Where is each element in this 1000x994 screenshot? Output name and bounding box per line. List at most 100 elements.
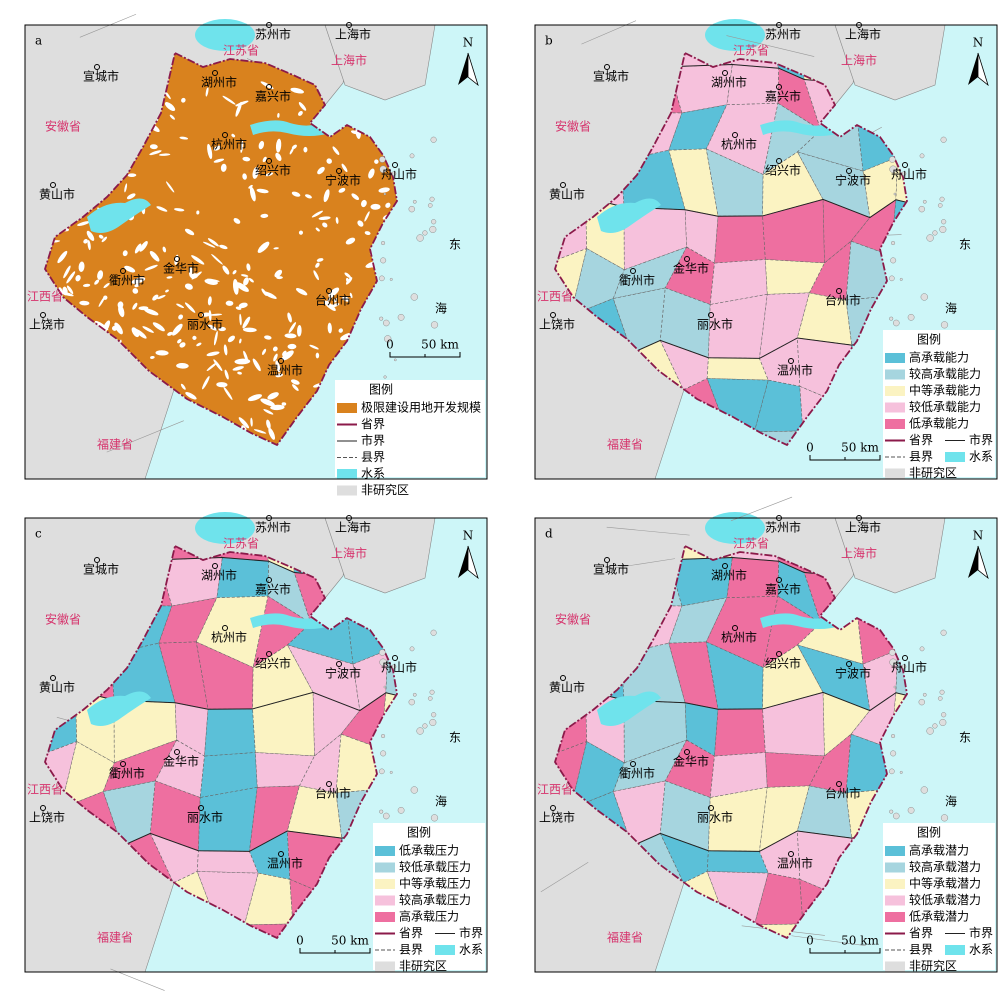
open-space bbox=[346, 277, 349, 282]
open-space bbox=[167, 331, 173, 336]
open-space bbox=[208, 310, 212, 321]
city-point bbox=[222, 625, 228, 631]
open-space bbox=[275, 360, 281, 373]
open-space bbox=[206, 351, 220, 357]
city-point bbox=[560, 675, 566, 681]
county-region bbox=[705, 148, 764, 217]
place-label: 江苏省 bbox=[223, 44, 259, 58]
province-boundary bbox=[554, 544, 908, 940]
island bbox=[937, 696, 943, 701]
open-space bbox=[86, 230, 95, 241]
place-label: 嘉兴市 bbox=[255, 582, 291, 597]
legend-label: 中等承载潜力 bbox=[909, 876, 981, 891]
open-space bbox=[211, 253, 223, 265]
open-space bbox=[206, 362, 218, 372]
place-label: 衢州市 bbox=[619, 766, 655, 781]
county-region bbox=[570, 248, 625, 317]
open-space bbox=[288, 322, 297, 334]
open-space bbox=[261, 348, 267, 355]
place-label: 舟山市 bbox=[891, 167, 927, 182]
island bbox=[391, 171, 397, 176]
island bbox=[889, 649, 896, 656]
county-region bbox=[668, 597, 728, 644]
place-label: 金华市 bbox=[673, 261, 709, 276]
county-region bbox=[385, 649, 397, 709]
open-space bbox=[345, 237, 356, 245]
open-space bbox=[258, 140, 265, 150]
place-label: 上海市 bbox=[841, 546, 877, 561]
legend-label: 省界 bbox=[909, 926, 933, 940]
place-label: 海 bbox=[945, 301, 957, 316]
island bbox=[941, 219, 947, 225]
city-point bbox=[336, 661, 342, 667]
island bbox=[410, 293, 418, 301]
city-point bbox=[392, 162, 398, 168]
open-space bbox=[213, 158, 225, 163]
legend-label: 水系 bbox=[969, 450, 993, 464]
island bbox=[920, 786, 928, 794]
place-label: 上饶市 bbox=[29, 317, 65, 332]
open-space bbox=[262, 156, 267, 163]
boundary bbox=[79, 13, 137, 38]
legend-title: 图例 bbox=[407, 826, 431, 840]
legend-label: 高承载压力 bbox=[399, 909, 459, 924]
island bbox=[937, 203, 943, 208]
place-label: 上海市 bbox=[841, 53, 877, 68]
island bbox=[380, 750, 387, 757]
county-region bbox=[862, 156, 898, 219]
legend-swatch bbox=[885, 895, 905, 906]
open-space bbox=[79, 300, 90, 306]
island bbox=[901, 664, 907, 669]
legend-label: 县界 bbox=[909, 450, 933, 464]
open-space bbox=[202, 312, 210, 317]
place-label: 舟山市 bbox=[891, 660, 927, 675]
island bbox=[889, 658, 897, 666]
open-space bbox=[335, 216, 339, 224]
open-space bbox=[192, 335, 197, 340]
open-space bbox=[165, 289, 169, 293]
open-space bbox=[152, 322, 165, 332]
legend-label: 县界 bbox=[361, 450, 385, 464]
island bbox=[926, 727, 934, 735]
place-label: 江苏省 bbox=[733, 537, 769, 551]
open-space bbox=[223, 344, 228, 356]
open-space bbox=[248, 277, 254, 283]
county-region bbox=[895, 156, 907, 216]
place-label: 福建省 bbox=[607, 437, 643, 452]
open-space bbox=[124, 183, 128, 193]
city-point bbox=[50, 675, 56, 681]
city-point bbox=[40, 312, 46, 318]
open-space bbox=[222, 95, 236, 105]
legend-label: 较高承载压力 bbox=[399, 892, 471, 907]
city-boundary bbox=[45, 689, 397, 712]
place-label: 金华市 bbox=[673, 754, 709, 769]
island bbox=[939, 225, 947, 233]
place-label: 上海市 bbox=[331, 546, 367, 561]
county-region bbox=[435, 970, 496, 994]
open-space bbox=[378, 187, 390, 193]
open-space bbox=[97, 270, 104, 280]
legend-swatch bbox=[885, 912, 905, 922]
lake bbox=[597, 198, 661, 233]
open-space bbox=[370, 203, 381, 210]
place-label: 安徽省 bbox=[555, 119, 591, 134]
open-space bbox=[246, 263, 251, 271]
open-space bbox=[252, 167, 259, 179]
legend-label: 中等承载能力 bbox=[909, 383, 981, 398]
open-space bbox=[224, 369, 229, 380]
place-label: 上饶市 bbox=[539, 810, 575, 825]
island bbox=[893, 319, 900, 327]
county-region bbox=[288, 978, 359, 994]
city-point bbox=[174, 749, 180, 755]
island bbox=[416, 727, 424, 735]
county-region bbox=[714, 215, 766, 264]
open-space bbox=[196, 210, 200, 215]
city-point bbox=[278, 358, 284, 364]
open-space bbox=[368, 168, 375, 179]
island bbox=[907, 313, 915, 321]
open-space bbox=[234, 358, 251, 365]
city-point bbox=[902, 162, 908, 168]
boundary bbox=[730, 496, 793, 522]
open-space bbox=[144, 264, 158, 271]
